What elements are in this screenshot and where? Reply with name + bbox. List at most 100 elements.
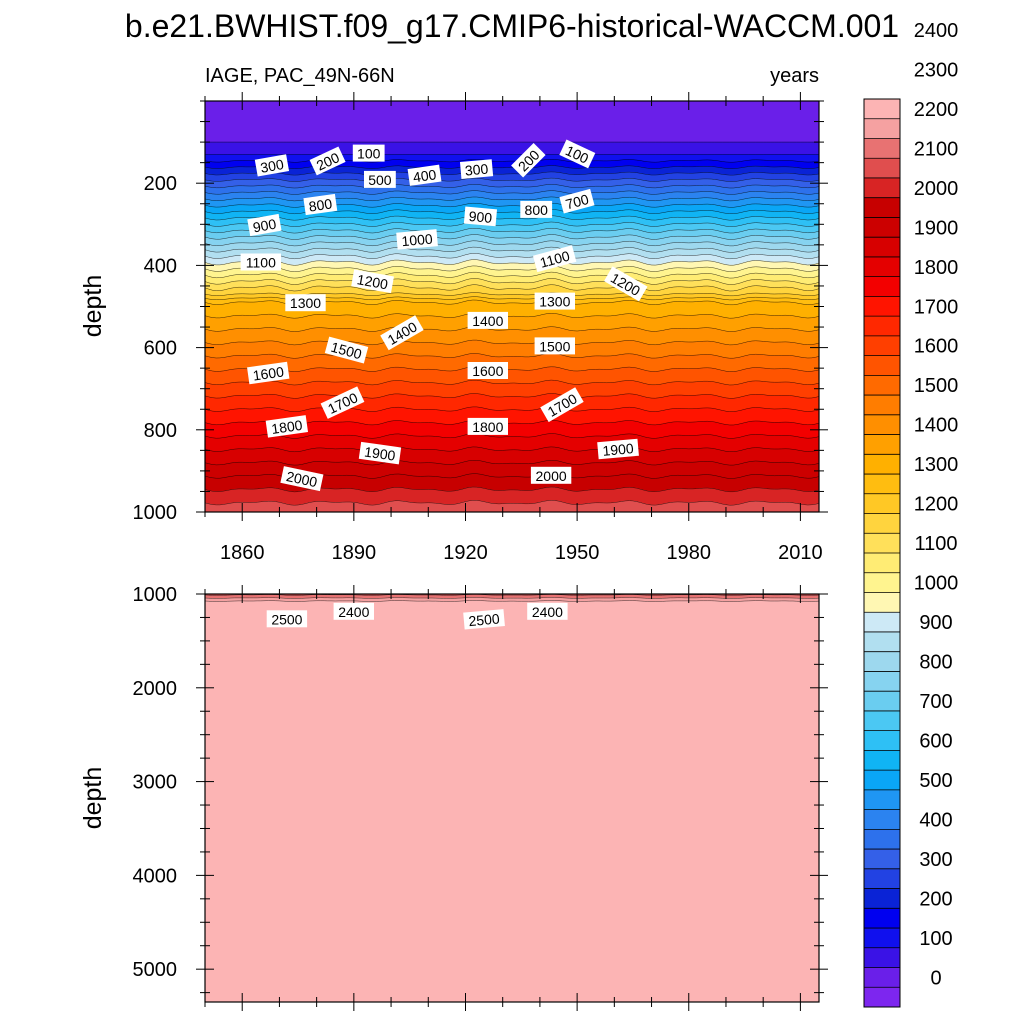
colorbar-label: 1700 [914, 296, 959, 318]
upper-contour-lines [205, 101, 819, 506]
contour-line-14 [205, 221, 819, 227]
colorbar-label: 500 [919, 770, 952, 792]
contour-label-text: 1400 [472, 313, 503, 329]
contour-label-box [352, 144, 385, 162]
contour-label-box [247, 361, 290, 385]
colorbar-swatch [864, 987, 900, 1008]
lower-plot-frame [204, 593, 820, 1003]
contour-label-box [266, 610, 308, 628]
colorbar-swatch [864, 710, 900, 731]
colorbar-swatch [864, 395, 900, 416]
contour-line-17 [205, 240, 819, 247]
contour-line-31 [205, 353, 819, 359]
colorbar-swatch [864, 375, 900, 396]
contour-label-box [467, 417, 508, 435]
colorbar-swatch [864, 888, 900, 909]
contour-line-32 [205, 366, 819, 372]
colorbar-swatch [864, 553, 900, 574]
x-tick-label: 1890 [332, 542, 377, 564]
colorbar-swatch [864, 237, 900, 258]
contour-label-box [534, 292, 575, 310]
contour-label-box [559, 139, 596, 169]
colorbar-swatch [864, 947, 900, 968]
contour-label-text: 1600 [472, 363, 503, 379]
contour-line-10 [205, 196, 819, 202]
contour-line-24 [205, 284, 819, 292]
colorbar-label: 1900 [914, 217, 959, 239]
colorbar-swatch [864, 256, 900, 277]
contour-label-text: 2000 [285, 468, 319, 490]
contour-label: 2400 [527, 602, 568, 620]
colorbar-label: 2200 [914, 99, 959, 121]
colorbar-label: 900 [919, 612, 952, 634]
contour-label-box [396, 229, 438, 250]
colorbar-swatch [864, 572, 900, 593]
contour-label-box [247, 213, 282, 237]
x-tick-label: 1980 [667, 542, 712, 564]
colorbar-swatch [864, 118, 900, 139]
contour-line-23 [205, 278, 819, 285]
units-label: years [770, 65, 819, 87]
x-tick-label: 1860 [220, 542, 265, 564]
x-tick-label: 1920 [443, 542, 488, 564]
colorbar-label: 300 [919, 849, 952, 871]
colorbar-swatch [864, 829, 900, 850]
colorbar-swatch [864, 868, 900, 889]
contour-line-5 [205, 165, 819, 169]
y-tick-label: 200 [144, 173, 177, 195]
contour-line-19 [205, 253, 819, 260]
lower-panel: 2500 2400 2500 2400 1000 2000 3000 4000 5000 de… [79, 584, 828, 1011]
contour-label-text: 2400 [338, 604, 369, 620]
colorbar: 0 100 200 300 400 500 600 700 800 900 1000 1100 1200… [863, 0, 959, 1008]
colorbar-swatch [864, 474, 900, 495]
contour-label-box [285, 294, 326, 312]
contour-label-box [467, 362, 508, 379]
contour-label: 1000 [396, 229, 438, 250]
lower-contour-lines [205, 594, 819, 602]
contour-label: 2000 [530, 466, 572, 484]
contour-line-8 [205, 184, 819, 189]
contour-line-12 [205, 209, 819, 215]
contour-label: 800 [520, 200, 553, 218]
contour-label-box [527, 602, 568, 620]
contour-label-box [240, 253, 281, 271]
contour-label-box [511, 142, 546, 178]
contour-line-43 [205, 594, 819, 596]
contour-label-box [407, 164, 442, 186]
colorbar-swatch [864, 770, 900, 791]
contour-label: 1300 [285, 294, 326, 312]
colorbar-label: 1300 [914, 454, 959, 476]
contour-label: 100 [352, 144, 385, 162]
colorbar-swatch [864, 177, 900, 198]
colorbar-label: 1000 [914, 573, 959, 595]
colorbar-swatch [864, 335, 900, 356]
colorbar-label: 2300 [914, 59, 959, 81]
contour-line-20 [205, 259, 819, 266]
contour-label-text: 1000 [401, 231, 434, 250]
contour-label-box [604, 266, 648, 302]
contour-label: 2400 [333, 602, 374, 620]
contour-label-text: 800 [308, 195, 334, 214]
colorbar-swatch [864, 414, 900, 435]
colorbar-label: 1500 [914, 375, 959, 397]
colorbar-label: 600 [919, 731, 952, 753]
contour-line-35 [205, 406, 819, 412]
contour-label-box [324, 336, 369, 364]
contour-line-22 [205, 271, 819, 279]
colorbar-label: 1100 [914, 533, 957, 555]
contour-label-box [351, 269, 394, 294]
contour-label-box [459, 159, 494, 179]
lower-x-axis [204, 585, 801, 1011]
contour-label-box [597, 438, 639, 460]
variable-region-label: IAGE, PAC_49N-66N [205, 65, 395, 87]
colorbar-swatch [864, 513, 900, 534]
colorbar-swatch [864, 592, 900, 613]
contour-label-box [358, 441, 402, 465]
colorbar-swatch [864, 197, 900, 218]
colorbar-swatch [864, 631, 900, 652]
colorbar-swatch [864, 789, 900, 810]
colorbar-label: 1400 [914, 415, 959, 437]
contour-line-38 [205, 446, 819, 453]
